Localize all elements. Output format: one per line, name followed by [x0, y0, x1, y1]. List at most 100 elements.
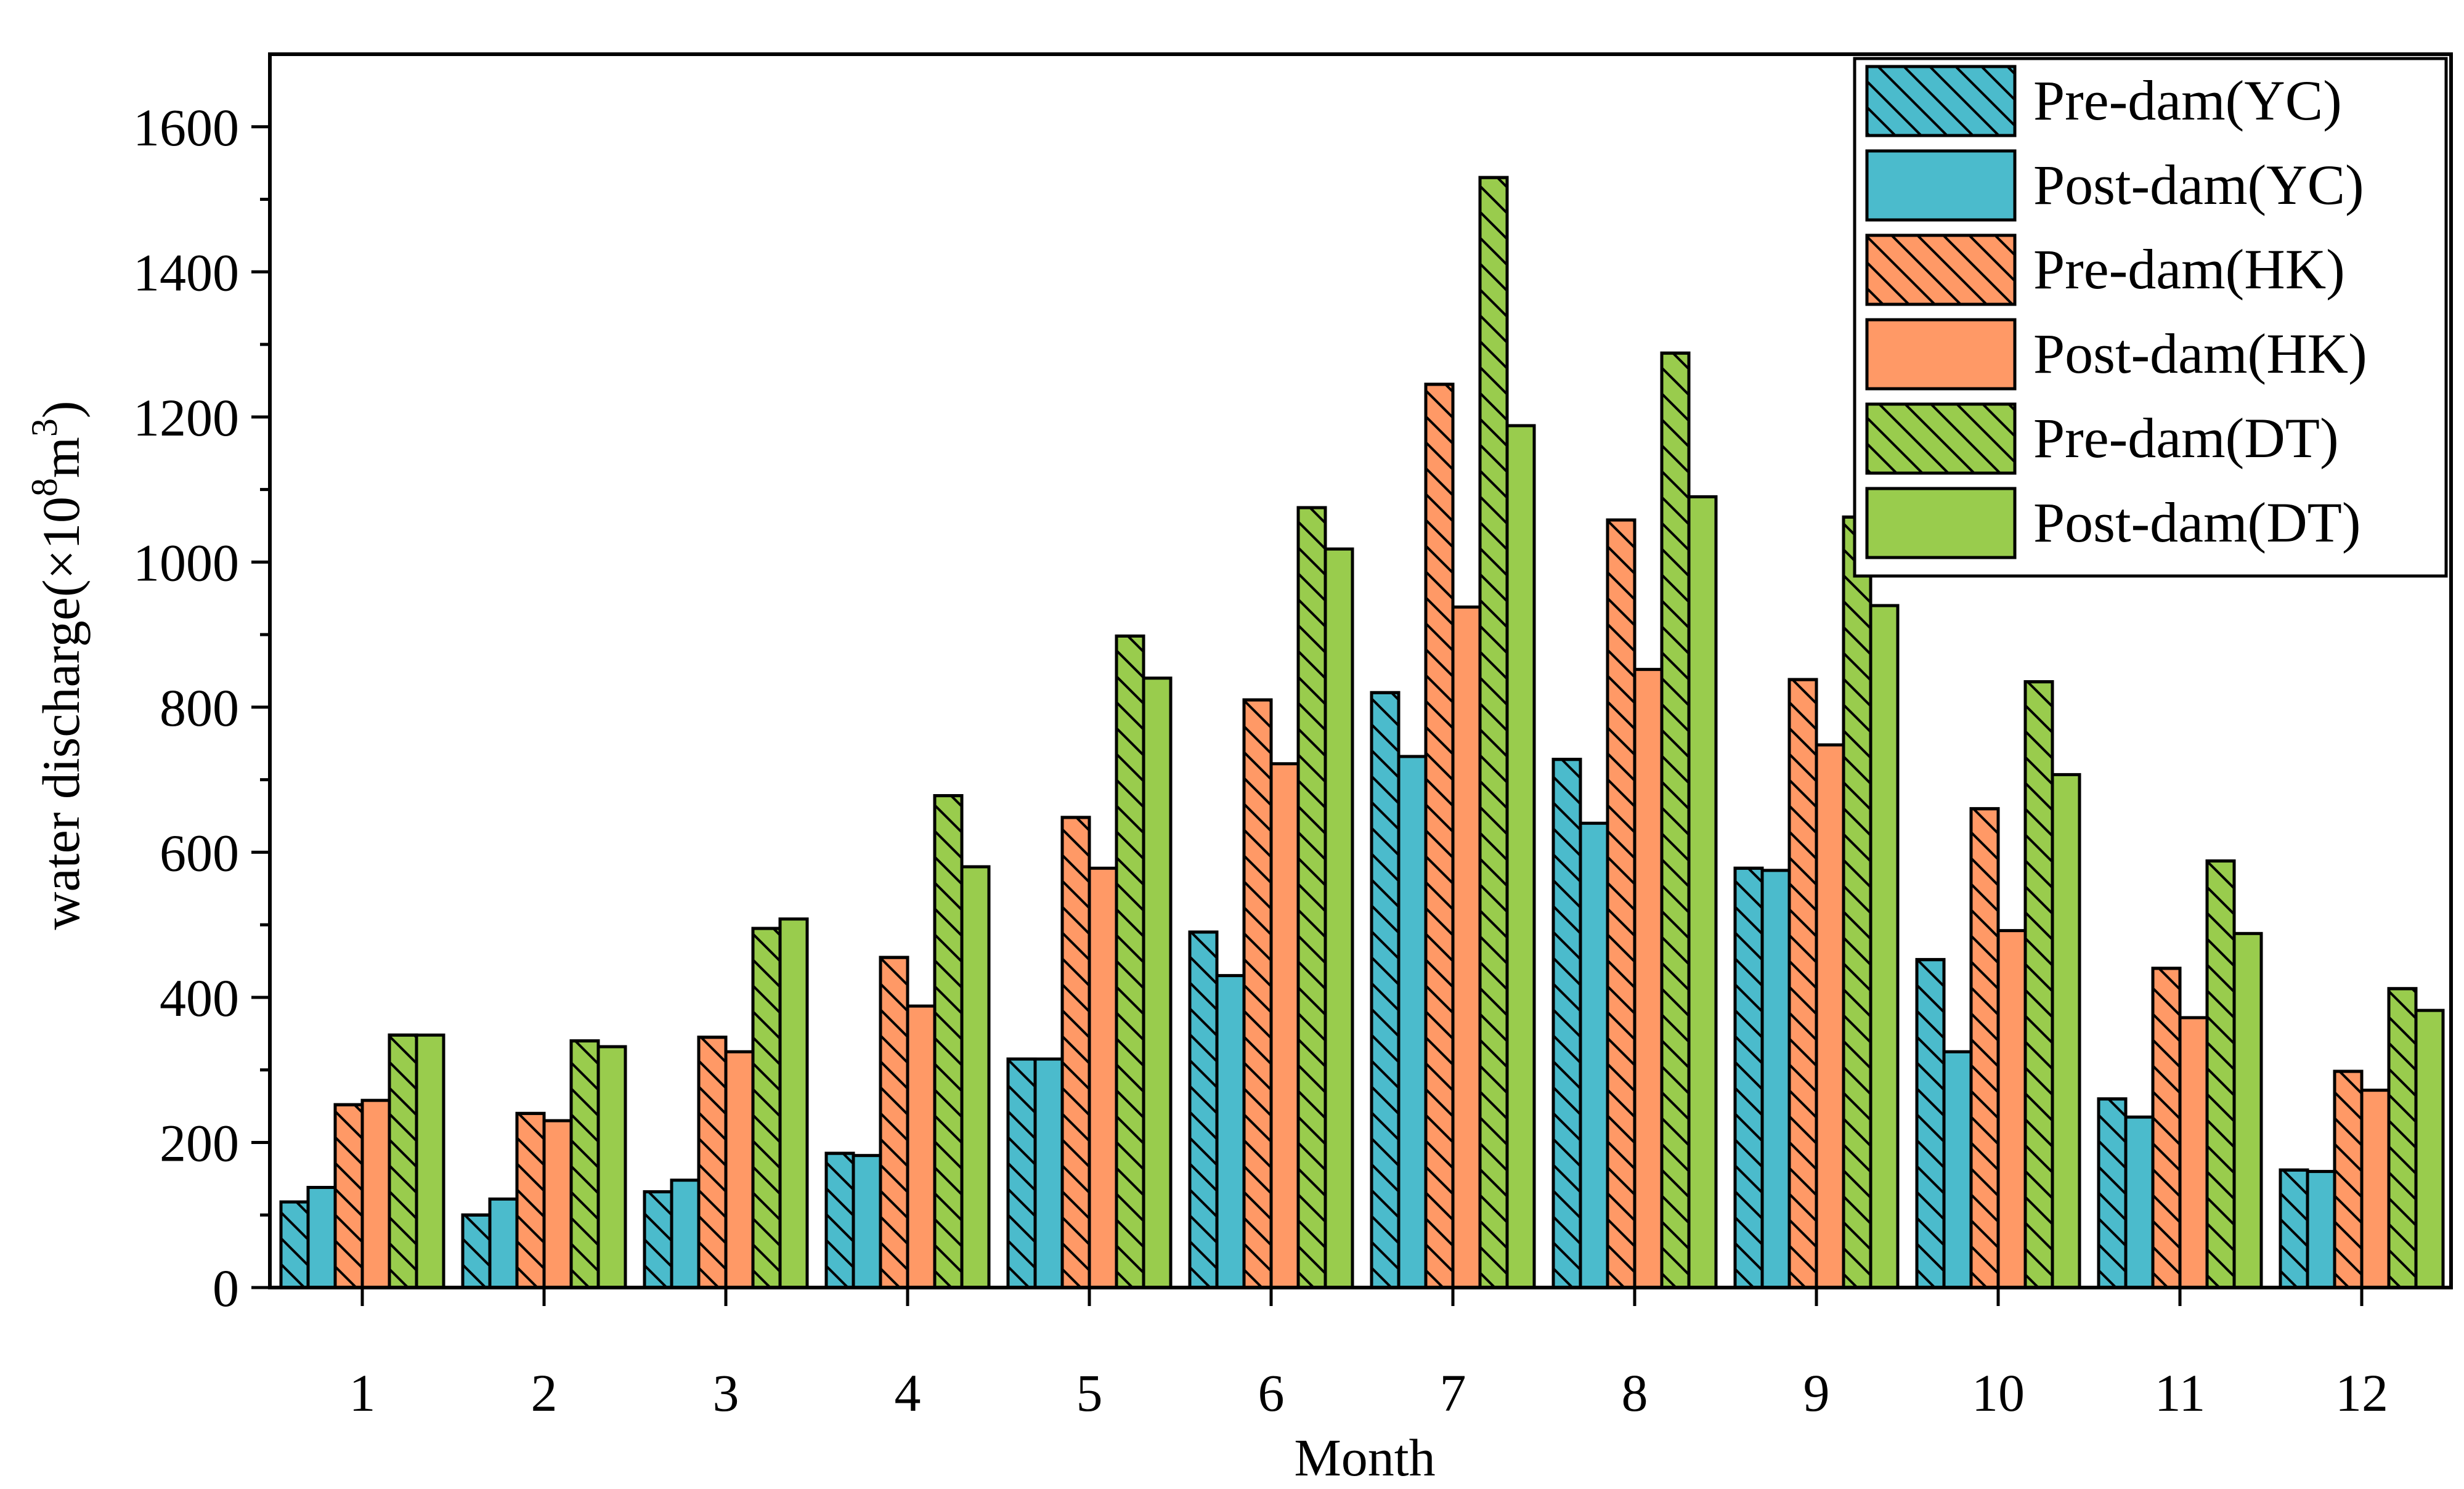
- bar-Pre-dam(HK)-month-1: [333, 1103, 364, 1289]
- bar-Post-dam(DT)-month-8: [1687, 495, 1718, 1289]
- legend-label: Pre-dam(DT): [2033, 407, 2339, 469]
- bar-Post-dam(YC)-month-4: [852, 1154, 882, 1289]
- bar-Pre-dam(DT)-month-5: [1115, 634, 1145, 1289]
- bar-Pre-dam(DT)-month-9: [1842, 515, 1872, 1289]
- bar-Pre-dam(YC)-month-2: [461, 1213, 492, 1289]
- bar-Pre-dam(YC)-month-6: [1188, 930, 1219, 1289]
- legend-label: Pre-dam(YC): [2033, 69, 2342, 132]
- y-tick-label: 1400: [133, 243, 239, 302]
- bar-Pre-dam(DT)-month-11: [2205, 859, 2236, 1289]
- bar-Post-dam(DT)-month-1: [415, 1033, 445, 1289]
- bar-Post-dam(YC)-month-3: [670, 1179, 701, 1289]
- bar-Pre-dam(YC)-month-1: [279, 1200, 310, 1289]
- x-tick-label-5: 5: [1076, 1363, 1103, 1422]
- bar-Post-dam(HK)-month-9: [1815, 743, 1845, 1289]
- bar-Pre-dam(HK)-month-5: [1060, 816, 1091, 1289]
- bar-Post-dam(DT)-month-10: [2051, 773, 2081, 1289]
- bar-Post-dam(HK)-month-4: [906, 1004, 937, 1289]
- legend: Pre-dam(YC) Post-dam(YC) Pre-dam(HK) Post-d…: [1853, 57, 2448, 578]
- y-axis-title-exponent-1: 8: [24, 478, 65, 497]
- bar-Pre-dam(DT)-month-8: [1660, 351, 1691, 1289]
- bar-Post-dam(DT)-month-3: [778, 917, 809, 1289]
- y-tick-label: 800: [160, 678, 239, 737]
- bar-Post-dam(YC)-month-9: [1760, 869, 1791, 1289]
- bar-Post-dam(DT)-month-7: [1505, 424, 1536, 1289]
- bar-Pre-dam(YC)-month-9: [1733, 866, 1764, 1289]
- bar-Post-dam(HK)-month-3: [724, 1050, 755, 1289]
- x-tick-label-2: 2: [531, 1363, 558, 1422]
- y-axis-title-main: water discharge(×10: [31, 497, 91, 930]
- bar-Post-dam(HK)-month-7: [1451, 605, 1482, 1289]
- legend-swatch: [1865, 149, 2017, 222]
- bar-Pre-dam(YC)-month-12: [2279, 1168, 2309, 1289]
- bar-Pre-dam(YC)-month-10: [1915, 958, 1946, 1289]
- legend-swatch: [1865, 318, 2017, 391]
- legend-item-Post-dam(YC): Post-dam(YC): [1865, 149, 2364, 222]
- bar-Post-dam(HK)-month-2: [542, 1119, 573, 1289]
- legend-item-Pre-dam(HK): Pre-dam(HK): [1865, 233, 2345, 306]
- bar-Post-dam(YC)-month-11: [2124, 1115, 2155, 1289]
- legend-label: Post-dam(DT): [2033, 491, 2360, 554]
- bar-Post-dam(HK)-month-10: [1996, 929, 2027, 1289]
- bar-Post-dam(DT)-month-11: [2232, 931, 2263, 1289]
- bar-Post-dam(YC)-month-8: [1579, 821, 1609, 1289]
- legend-item-Pre-dam(DT): Pre-dam(DT): [1865, 402, 2339, 475]
- bar-Post-dam(DT)-month-6: [1323, 547, 1354, 1289]
- x-axis-title: Month: [1294, 1428, 1435, 1487]
- bar-Post-dam(DT)-month-4: [960, 865, 991, 1289]
- y-tick-label: 600: [160, 823, 239, 882]
- bar-Post-dam(YC)-month-12: [2306, 1170, 2336, 1289]
- legend-item-Pre-dam(YC): Pre-dam(YC): [1865, 65, 2342, 137]
- bar-Post-dam(HK)-month-5: [1088, 866, 1118, 1289]
- bars-layer: [279, 176, 2445, 1289]
- bar-Post-dam(YC)-month-7: [1397, 755, 1428, 1289]
- bar-Post-dam(YC)-month-1: [306, 1185, 337, 1289]
- bar-Post-dam(DT)-month-12: [2414, 1008, 2445, 1289]
- bar-Pre-dam(HK)-month-12: [2333, 1069, 2364, 1289]
- bar-Post-dam(DT)-month-2: [596, 1045, 627, 1289]
- bar-Pre-dam(DT)-month-2: [569, 1039, 600, 1289]
- bar-Post-dam(HK)-month-6: [1269, 762, 1300, 1289]
- legend-swatch: [1865, 487, 2017, 559]
- plot-area-frame: [268, 52, 2453, 1289]
- legend-item-Post-dam(HK): Post-dam(HK): [1865, 318, 2367, 391]
- legend-label: Pre-dam(HK): [2033, 238, 2345, 301]
- bar-Pre-dam(HK)-month-2: [515, 1111, 546, 1289]
- x-tick-label-7: 7: [1440, 1363, 1466, 1422]
- bar-Pre-dam(YC)-month-4: [824, 1151, 855, 1289]
- bar-Pre-dam(YC)-month-11: [2097, 1097, 2128, 1289]
- bar-Post-dam(YC)-month-5: [1033, 1057, 1064, 1289]
- bar-Pre-dam(DT)-month-6: [1296, 506, 1327, 1289]
- bar-Pre-dam(HK)-month-4: [879, 955, 909, 1289]
- bar-Post-dam(YC)-month-6: [1215, 974, 1246, 1289]
- y-axis-title: water discharge(×108m3): [24, 400, 91, 930]
- legend-item-Post-dam(DT): Post-dam(DT): [1865, 487, 2360, 559]
- y-tick-label: 1200: [133, 388, 239, 447]
- x-tick-label-8: 8: [1622, 1363, 1648, 1422]
- y-axis-title-unit: m: [31, 437, 91, 478]
- bar-Pre-dam(HK)-month-6: [1242, 698, 1273, 1289]
- bar-Post-dam(HK)-month-11: [2178, 1016, 2209, 1289]
- x-tick-label-4: 4: [895, 1363, 921, 1422]
- y-tick-label: 200: [160, 1113, 239, 1172]
- y-axis-title-exponent-2: 3: [24, 418, 65, 437]
- bar-Pre-dam(DT)-month-4: [933, 794, 964, 1289]
- bar-Pre-dam(HK)-month-11: [2151, 967, 2182, 1289]
- y-tick-label: 1600: [133, 98, 239, 157]
- bar-Post-dam(HK)-month-1: [360, 1098, 391, 1289]
- bar-Post-dam(HK)-month-8: [1633, 668, 1664, 1289]
- legend-label: Post-dam(YC): [2033, 153, 2364, 216]
- bar-Post-dam(HK)-month-12: [2360, 1089, 2391, 1289]
- y-tick-label: 1000: [133, 533, 239, 592]
- y-tick-label: 0: [213, 1259, 239, 1318]
- bar-Pre-dam(HK)-month-8: [1606, 518, 1637, 1289]
- bar-Post-dam(YC)-month-10: [1942, 1050, 1973, 1289]
- x-tick-label-12: 12: [2335, 1363, 2388, 1422]
- x-tick-label-10: 10: [1972, 1363, 2025, 1422]
- legend-label: Post-dam(HK): [2033, 322, 2367, 385]
- x-tick-label-11: 11: [2155, 1363, 2206, 1422]
- bar-Pre-dam(HK)-month-10: [1969, 807, 2000, 1289]
- y-tick-label: 400: [160, 968, 239, 1028]
- bar-Pre-dam(HK)-month-9: [1787, 678, 1818, 1289]
